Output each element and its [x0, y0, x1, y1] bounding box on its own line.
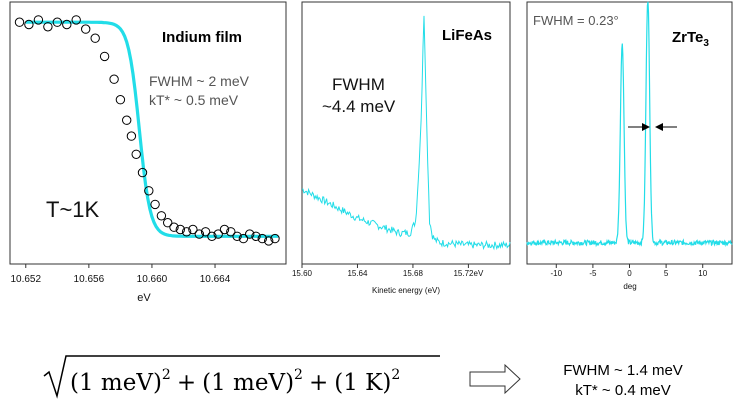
- indium-data-point: [207, 231, 217, 242]
- formula-expression: (1 meV)2 + (1 meV)2 + (1 K)2: [70, 367, 400, 396]
- panel-1-tick-label: 15.68: [403, 269, 424, 278]
- indium-data-point: [175, 224, 186, 235]
- panel-2-tick-label: 10: [698, 269, 707, 278]
- panel-lifeas: 15.60 15.64 15.68 15.72eV LiFeAs FWHM ~4.4 …: [292, 1, 511, 295]
- panel3-title-main: ZrTe: [672, 29, 703, 46]
- panel1-annotation-kt: kT* ~ 0.5 meV: [149, 92, 239, 108]
- panel2-title: LiFeAs: [442, 27, 492, 44]
- panel1-frame: [9, 1, 287, 265]
- sqrt-radical: [43, 355, 440, 399]
- formula-sqrt-sum: (1 meV)2 + (1 meV)2 + (1 K)2: [43, 355, 440, 399]
- panel-0-tick-label: 10.656: [74, 274, 105, 285]
- indium-data-point: [14, 17, 25, 27]
- indium-data-point: [200, 227, 211, 237]
- panel2-curve-layer: [302, 15, 511, 251]
- panel1-xlabel: eV: [137, 292, 151, 304]
- formula-term2: (1 meV): [202, 370, 294, 396]
- indium-data-point: [115, 95, 126, 105]
- panel-2-tick-label: 0: [627, 269, 632, 278]
- indium-data-point: [219, 224, 230, 235]
- indium-data-point: [169, 222, 179, 232]
- lifeas-edc-line: [302, 15, 511, 251]
- indium-data-point: [188, 224, 198, 235]
- panel-1-tick-label: 15.64: [347, 269, 368, 278]
- indium-data-point: [257, 233, 267, 244]
- indium-fit-line: [25, 20, 279, 238]
- formula-exp2: 2: [294, 367, 303, 383]
- panel3-xlabel: deg: [623, 282, 636, 291]
- panel3-curve-layer: [526, 1, 733, 248]
- result-fwhm: FWHM ~ 1.4 meV: [563, 362, 683, 379]
- indium-data-point: [137, 167, 148, 178]
- indium-data-point: [156, 211, 167, 221]
- indium-data-point: [90, 33, 100, 43]
- indium-data-point: [33, 15, 44, 25]
- indium-data-point: [245, 229, 255, 239]
- panel1-title: Indium film: [162, 29, 242, 46]
- indium-data-point: [24, 19, 34, 30]
- indium-data-point: [144, 186, 154, 196]
- panel2-ticks-layer: 15.60 15.64 15.68 15.72eV: [292, 264, 484, 278]
- panel1-ticks-layer: 10.652 10.656 10.660 10.664: [10, 264, 231, 285]
- indium-data-point: [270, 233, 280, 244]
- zrte3-mdc-line: [526, 1, 733, 248]
- panel3-title: ZrTe3: [672, 29, 709, 49]
- indium-data-point: [232, 231, 242, 242]
- panel-2-tick-label: -10: [551, 269, 563, 278]
- panel1-annotation-fwhm: FWHM ~ 2 meV: [149, 73, 250, 89]
- formula-plus1: +: [177, 370, 196, 396]
- panel-0-tick-label: 10.664: [200, 274, 231, 285]
- indium-data-point: [163, 218, 173, 228]
- formula-plus2: +: [309, 370, 328, 396]
- panel-1-tick-label: 15.60: [292, 269, 313, 278]
- panel2-annotation-fwhm: FWHM: [332, 75, 385, 94]
- result-kt: kT* ~ 0.4 meV: [575, 382, 670, 399]
- indium-data-point: [99, 51, 110, 62]
- panel-indium-film: 10.652 10.656 10.660 10.664 Indium film FWH…: [9, 1, 287, 304]
- panel-2-tick-label: -5: [589, 269, 597, 278]
- panel-2-tick-label: 5: [664, 269, 669, 278]
- panel-0-tick-label: 10.652: [10, 274, 41, 285]
- indium-data-point: [43, 22, 53, 32]
- indium-data-point: [81, 24, 91, 34]
- indium-data-point: [131, 149, 141, 160]
- panel3-ticks-layer: -10 -5 0 5 10: [551, 264, 708, 278]
- panel1-temperature: T~1K: [46, 197, 100, 222]
- panel2-annotation-value: ~4.4 meV: [322, 97, 396, 116]
- fwhm-arrow-right: [655, 123, 677, 131]
- panel-zrte3: -10 -5 0 5 10 FWHM = 0.23° ZrTe3 deg: [526, 1, 733, 291]
- panel-0-tick-label: 10.660: [137, 274, 168, 285]
- result-arrow-icon: [469, 363, 521, 395]
- panel2-xlabel: Kinetic energy (eV): [372, 286, 440, 295]
- fwhm-arrow-left: [628, 123, 650, 131]
- indium-data-point: [194, 229, 205, 239]
- panel1-fit-layer: [25, 20, 279, 238]
- indium-data-point: [52, 17, 62, 27]
- indium-data-point: [213, 229, 223, 239]
- indium-data-point: [71, 15, 81, 25]
- indium-data-point: [181, 227, 192, 237]
- formula-term3: (1 K): [334, 370, 391, 396]
- formula-term1: (1 meV): [70, 370, 162, 396]
- indium-data-point: [109, 74, 119, 84]
- indium-data-point: [62, 19, 72, 30]
- indium-data-point: [238, 233, 249, 244]
- indium-data-point: [264, 236, 274, 246]
- panel3-annotation-fwhm: FWHM = 0.23°: [533, 13, 619, 28]
- formula-exp1: 2: [162, 367, 171, 383]
- indium-data-point: [122, 115, 132, 125]
- panel-1-tick-label: 15.72eV: [453, 269, 483, 278]
- indium-data-point: [126, 131, 137, 141]
- panel1-points-layer: [14, 15, 280, 246]
- formula-exp3: 2: [391, 367, 400, 383]
- panel3-title-subscript: 3: [703, 38, 709, 49]
- indium-data-point: [226, 227, 236, 237]
- panel2-frame: [301, 1, 511, 265]
- indium-data-point: [251, 231, 261, 242]
- indium-data-point: [150, 199, 160, 210]
